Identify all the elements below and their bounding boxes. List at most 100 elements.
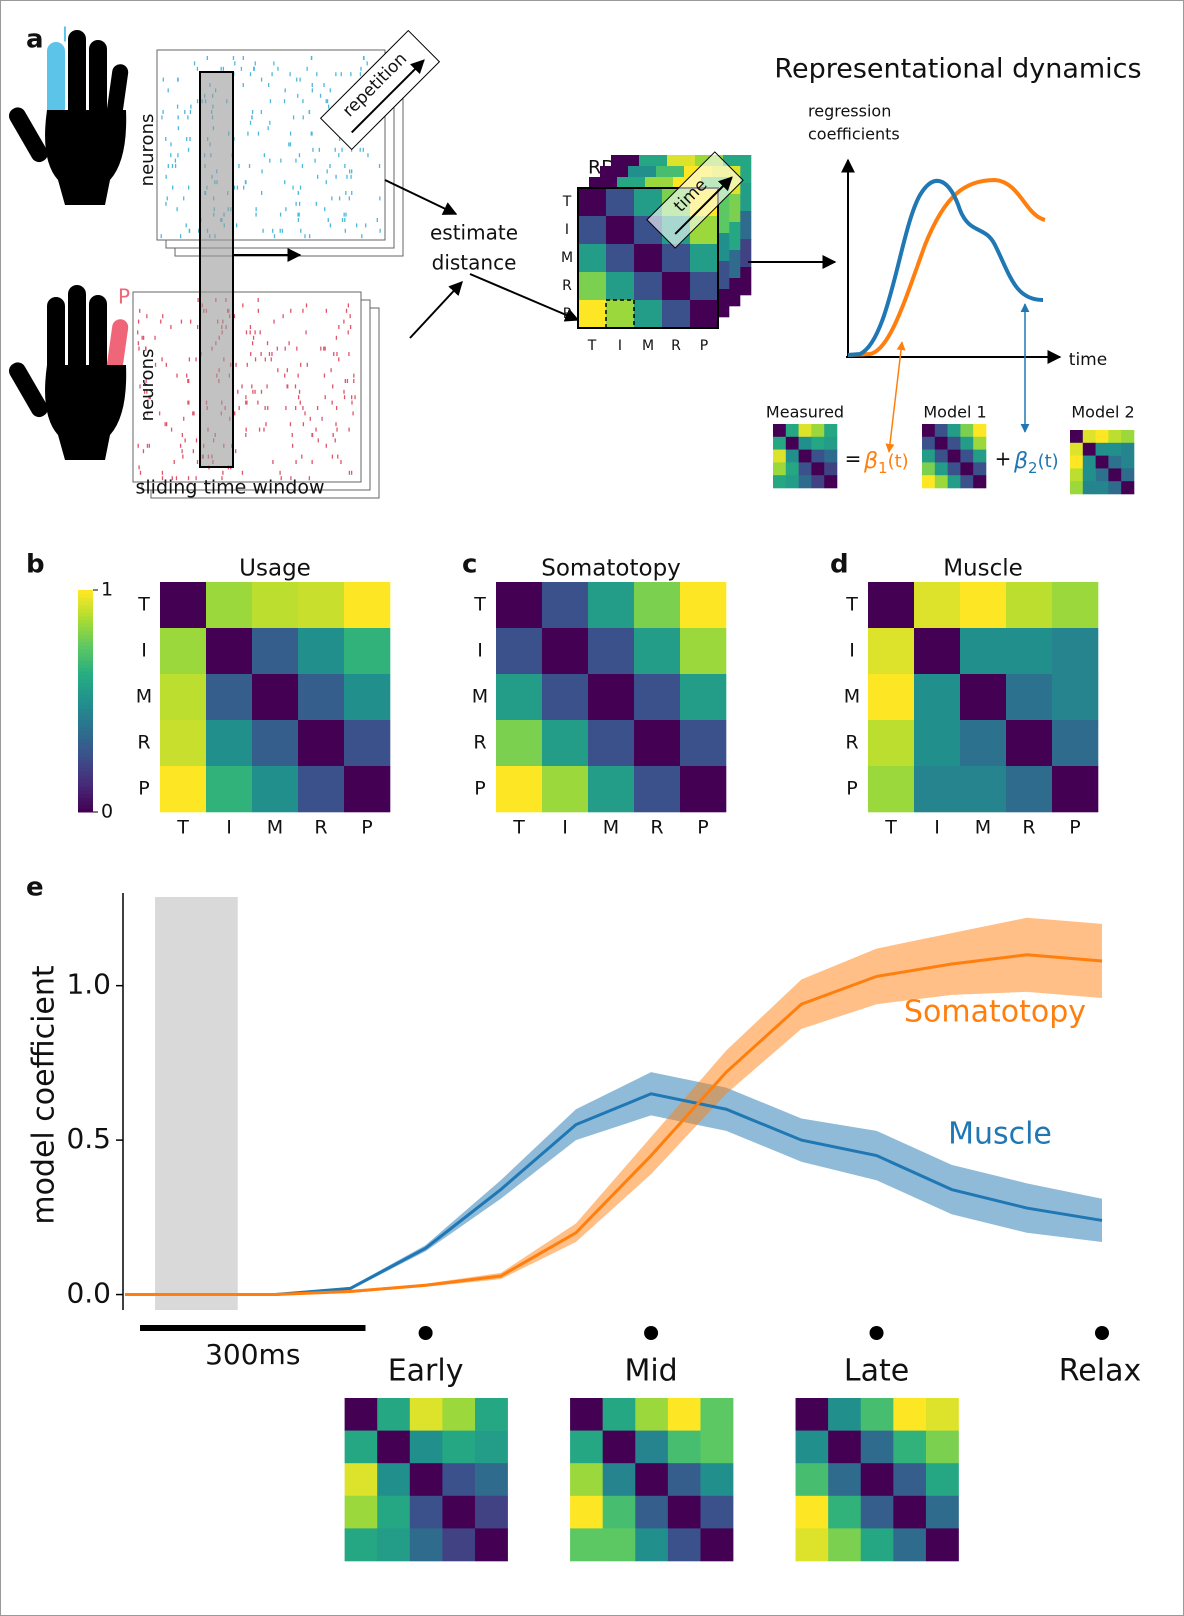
- matrix-cell: [786, 424, 799, 437]
- colorbar-segment: [78, 757, 93, 761]
- colorbar-segment: [78, 779, 93, 783]
- matrix-cell: [542, 582, 588, 628]
- matrix-cell: [252, 582, 298, 628]
- x-tick-label: R: [650, 817, 663, 839]
- matrix-cell: [1096, 456, 1109, 469]
- matrix-cell: [635, 1528, 668, 1561]
- matrix-cell: [442, 1463, 475, 1496]
- colorbar-segment: [78, 734, 93, 738]
- matrix-cell: [824, 462, 837, 475]
- matrix-cell: [634, 720, 680, 766]
- finger-tick: M: [561, 250, 573, 266]
- matrix-cell: [893, 1398, 926, 1431]
- y-tick-label: I: [477, 640, 483, 662]
- colorbar-segment: [78, 671, 93, 675]
- matrix-cell: [1108, 481, 1121, 494]
- colorbar-label: 1: [101, 579, 113, 601]
- matrix-cell: [206, 582, 252, 628]
- matrix-cell: [206, 628, 252, 674]
- colorbar-segment: [78, 716, 93, 720]
- colorbar-segment: [78, 708, 93, 712]
- colorbar-segment: [78, 768, 93, 772]
- matrix-cell: [796, 1398, 829, 1431]
- matrix-cell: [960, 424, 973, 437]
- matrix-cell: [160, 582, 206, 628]
- matrix-cell: [496, 766, 542, 812]
- matrix-cell: [206, 766, 252, 812]
- matrix-cell: [1083, 481, 1096, 494]
- matrix-cell: [206, 674, 252, 720]
- x-tick-label: P: [697, 817, 708, 839]
- matrix-cell: [960, 628, 1006, 674]
- colorbar-segment: [78, 642, 93, 646]
- matrix-cell: [668, 1431, 701, 1464]
- matrix-cell: [410, 1528, 443, 1561]
- matrix-cell: [475, 1496, 508, 1529]
- matrix-cell: [496, 674, 542, 720]
- stimulus-shade: [155, 897, 238, 1310]
- matrix-cell: [410, 1431, 443, 1464]
- x-tick-label: R: [314, 817, 327, 839]
- colorbar-segment: [78, 738, 93, 742]
- matrix-cell: [828, 1463, 861, 1496]
- equation-label: Model 1: [923, 403, 986, 422]
- matrix-cell: [773, 462, 786, 475]
- colorbar-segment: [78, 753, 93, 757]
- matrix-cell: [377, 1528, 410, 1561]
- y-tick-label: T: [473, 594, 486, 616]
- matrix-cell: [960, 437, 973, 450]
- matrix-cell: [1121, 481, 1134, 494]
- matrix-cell: [796, 1431, 829, 1464]
- matrix-cell: [680, 674, 726, 720]
- matrix-cell: [893, 1463, 926, 1496]
- matrix-cell: [773, 424, 786, 437]
- matrix-cell: [496, 720, 542, 766]
- matrix-cell: [603, 1528, 636, 1561]
- matrix-cell: [578, 244, 606, 272]
- matrix-cell: [603, 1496, 636, 1529]
- matrix-cell: [948, 424, 961, 437]
- matrix-cell: [796, 1463, 829, 1496]
- matrix-cell: [948, 462, 961, 475]
- matrix-cell: [542, 720, 588, 766]
- phase-label: Relax: [1059, 1354, 1141, 1389]
- matrix-cell: [973, 424, 986, 437]
- matrix-cell: [606, 188, 634, 216]
- colorbar-segment: [78, 727, 93, 731]
- matrix-cell: [1006, 582, 1052, 628]
- matrix-cell: [160, 766, 206, 812]
- colorbar-segment: [78, 771, 93, 775]
- y-tick-label: T: [845, 594, 858, 616]
- matrix-cell: [960, 450, 973, 463]
- matrix-cell: [960, 720, 1006, 766]
- colorbar-segment: [78, 805, 93, 809]
- colorbar-segment: [78, 653, 93, 657]
- matrix-cell: [635, 1463, 668, 1496]
- matrix-cell: [410, 1398, 443, 1431]
- colorbar-segment: [78, 660, 93, 664]
- colorbar-segment: [78, 597, 93, 601]
- colorbar-segment: [78, 797, 93, 801]
- finger-tick: I: [618, 338, 622, 354]
- y-tick-label: M: [844, 686, 860, 708]
- matrix-cell: [893, 1496, 926, 1529]
- matrix-cell: [1070, 481, 1083, 494]
- matrix-cell: [603, 1463, 636, 1496]
- matrix-cell: [1096, 430, 1109, 443]
- matrix-cell: [634, 300, 662, 328]
- y-tick-label: P: [474, 778, 485, 800]
- matrix-cell: [442, 1398, 475, 1431]
- matrix-cell: [700, 1398, 733, 1431]
- matrix-cell: [634, 766, 680, 812]
- equation-sign: +: [995, 447, 1012, 471]
- matrix-cell: [606, 244, 634, 272]
- matrix-cell: [1108, 443, 1121, 456]
- matrix-cell: [578, 188, 606, 216]
- finger-label: P: [118, 285, 130, 309]
- finger-tick: P: [563, 306, 571, 322]
- matrix-cell: [662, 272, 690, 300]
- raster-frame: [133, 292, 361, 482]
- matrix-cell: [935, 424, 948, 437]
- matrix-cell: [1096, 468, 1109, 481]
- matrix-cell: [634, 582, 680, 628]
